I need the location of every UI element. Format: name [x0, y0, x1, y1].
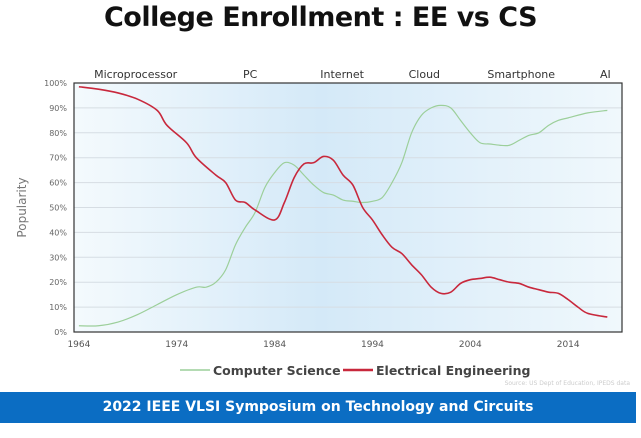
- x-tick-label: 1984: [263, 340, 286, 350]
- x-tick-label: 2014: [557, 340, 580, 350]
- y-tick-label: 40%: [49, 228, 67, 237]
- era-annotation: AI: [600, 68, 611, 81]
- x-tick-label: 1974: [165, 340, 188, 350]
- x-tick-label: 1964: [67, 340, 90, 350]
- y-tick-label: 10%: [49, 303, 67, 312]
- slide-title: College Enrollment : EE vs CS: [103, 2, 538, 33]
- y-tick-label: 50%: [49, 204, 67, 213]
- legend-label: Electrical Engineering: [376, 363, 530, 378]
- enrollment-chart: 0% 10% 20% 30% 40% 50% 60% 70% 80% 90% 100% 1964 197…: [15, 68, 623, 378]
- source-note: Source: US Dept of Education, IPEDS data: [504, 380, 630, 387]
- y-tick-label: 70%: [49, 154, 67, 163]
- y-tick-label: 20%: [49, 278, 67, 287]
- x-tick-label: 2004: [459, 340, 482, 350]
- conference-banner: 2022 IEEE VLSI Symposium on Technology a…: [0, 392, 636, 423]
- y-axis-label: Popularity: [15, 177, 29, 237]
- era-annotation: PC: [243, 68, 258, 81]
- y-tick-label: 90%: [49, 104, 67, 113]
- series-line-ee: [78, 85, 608, 318]
- era-annotation: Internet: [320, 68, 364, 81]
- era-annotation: Cloud: [409, 68, 440, 81]
- series-line-cs: [78, 104, 608, 327]
- legend-label: Computer Science: [213, 363, 341, 378]
- era-annotation: Smartphone: [487, 68, 555, 81]
- y-tick-label: 0%: [54, 328, 67, 337]
- x-tick-label: 1994: [361, 340, 384, 350]
- y-tick-label: 30%: [49, 253, 67, 262]
- era-annotation: Microprocessor: [94, 68, 178, 81]
- y-tick-label: 100%: [44, 79, 67, 88]
- plot-frame: [73, 82, 623, 333]
- y-tick-label: 60%: [49, 179, 67, 188]
- y-tick-label: 80%: [49, 129, 67, 138]
